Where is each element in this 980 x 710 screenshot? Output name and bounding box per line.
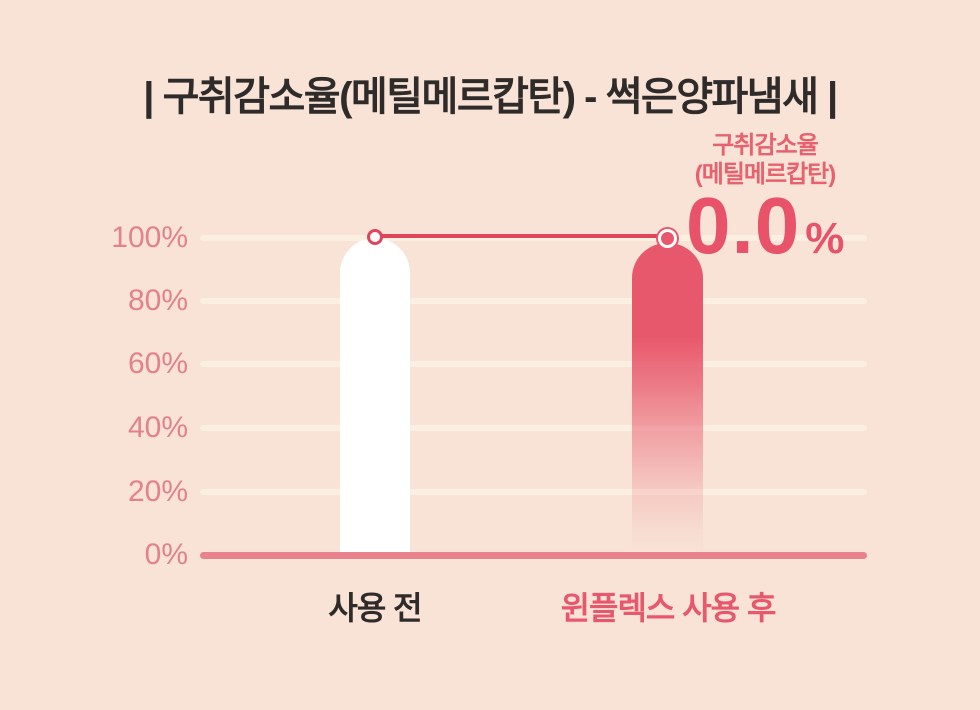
connector-line bbox=[374, 234, 670, 238]
annotation-value: 0.0 % bbox=[686, 186, 844, 266]
gridline-20 bbox=[200, 489, 867, 495]
ytick-60: 60% bbox=[127, 347, 188, 380]
ytick-20: 20% bbox=[127, 475, 188, 508]
bar-after-use bbox=[632, 243, 703, 556]
annotation-line1: 구취감소율 bbox=[712, 132, 818, 159]
annotation-value-number: 0.0 bbox=[686, 181, 801, 270]
category-label-after: 윈플렉스 사용 후 bbox=[560, 590, 777, 626]
gridline-80 bbox=[200, 298, 867, 304]
category-label-before: 사용 전 bbox=[328, 590, 422, 626]
annotation-value-unit: % bbox=[805, 214, 845, 263]
annotation-label: 구취감소율 (메틸메르캅탄) bbox=[640, 131, 890, 189]
gridline-40 bbox=[200, 425, 867, 431]
bar-before-use bbox=[340, 238, 410, 556]
point-marker-after-icon bbox=[656, 227, 679, 250]
point-marker-before-icon bbox=[367, 229, 383, 245]
annotation-line2: (메틸메르캅탄) bbox=[694, 161, 836, 188]
ytick-0: 0% bbox=[144, 538, 188, 571]
gridline-60 bbox=[200, 361, 867, 367]
ytick-100: 100% bbox=[111, 221, 188, 254]
x-axis-baseline bbox=[200, 552, 867, 559]
gridline-100 bbox=[200, 235, 867, 241]
ytick-80: 80% bbox=[127, 284, 188, 317]
ytick-40: 40% bbox=[127, 411, 188, 444]
chart-title: | 구취감소율(메틸메르캅탄) - 썩은양파냄새 | bbox=[143, 75, 838, 119]
